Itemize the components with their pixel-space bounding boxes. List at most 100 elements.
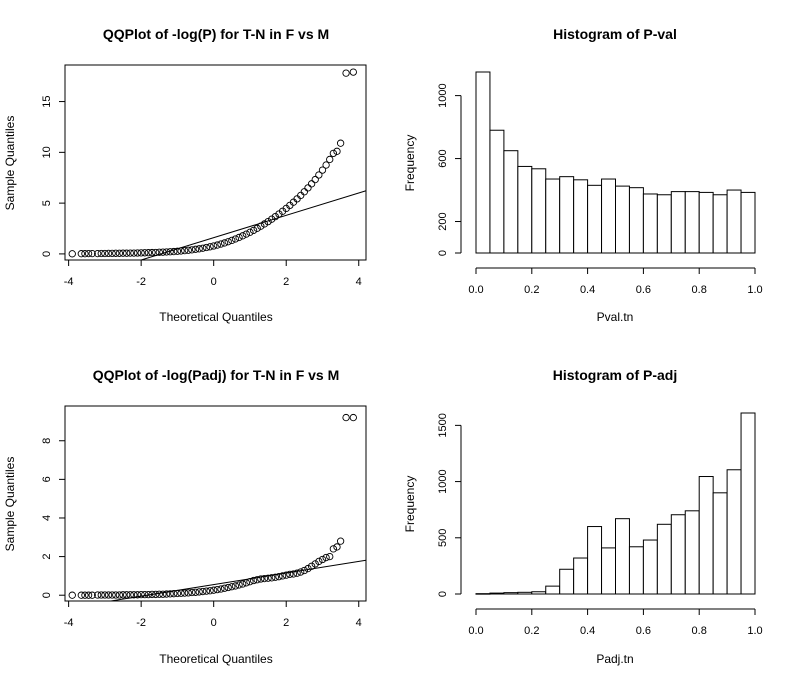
qq-point — [342, 69, 350, 77]
qq-point — [130, 249, 138, 257]
qq-point — [304, 184, 312, 192]
qq-point — [68, 250, 76, 258]
qq-point — [260, 220, 269, 228]
qq-point — [217, 585, 225, 593]
qq-point — [307, 562, 316, 570]
x-tick-label: 0.6 — [636, 284, 651, 296]
qq-point — [115, 591, 124, 599]
histogram-bar — [726, 189, 742, 254]
qq-point — [260, 574, 269, 583]
qqplot-padj-plot-box — [64, 405, 367, 602]
qq-point — [108, 249, 116, 258]
qq-point — [191, 588, 200, 596]
histogram-bar — [670, 514, 686, 595]
y-tick-label: 15 — [41, 95, 53, 107]
qq-point — [155, 248, 163, 256]
qq-point — [199, 587, 207, 596]
qq-point — [141, 249, 149, 257]
qqplot-padj-reference-line — [110, 559, 367, 602]
qq-point — [268, 215, 276, 223]
qq-point — [77, 591, 85, 599]
qq-point — [336, 537, 345, 545]
x-tick-label: 1.0 — [747, 284, 762, 296]
histogram-bar — [559, 568, 575, 595]
qq-point — [264, 217, 272, 226]
qq-point — [137, 249, 145, 257]
histogram-bar — [684, 510, 700, 595]
qq-point — [184, 589, 192, 597]
qq-point — [307, 180, 316, 188]
qq-point — [188, 246, 196, 254]
qqplot-padj-x-axis: -4 -2 0 2 4 — [64, 600, 362, 629]
qq-point — [268, 574, 276, 582]
qq-point — [253, 224, 261, 232]
y-tick-label: 1500 — [437, 413, 449, 437]
qq-point — [84, 249, 93, 258]
qq-point — [246, 578, 254, 586]
histogram-bar — [531, 591, 547, 595]
qq-point — [159, 248, 167, 256]
histogram-bar — [615, 518, 630, 595]
y-tick-label: 6 — [41, 476, 53, 482]
qq-point — [318, 166, 327, 174]
qq-point — [199, 244, 207, 252]
histogram-bar — [740, 412, 756, 595]
qqplot-padj-panel: QQPlot of -log(Padj) for T-N in F vs M 0… — [3, 367, 367, 666]
qqplot-padj-y-axis: 0 2 4 6 8 — [41, 438, 66, 598]
histogram-bar — [489, 129, 505, 254]
qq-point — [148, 590, 156, 599]
qq-point — [257, 575, 265, 583]
histogram-bar — [712, 194, 728, 254]
x-tick-label: -4 — [64, 617, 74, 629]
qq-point — [148, 248, 156, 257]
qq-point — [170, 247, 178, 256]
qq-point — [162, 590, 171, 598]
x-tick-label: -2 — [136, 276, 146, 288]
histogram-bar — [517, 165, 533, 254]
qq-point — [173, 247, 182, 255]
qqplot-pval-points — [68, 68, 357, 258]
x-tick-label: -4 — [64, 276, 74, 288]
qq-point — [349, 413, 357, 422]
qq-point — [108, 591, 116, 599]
qqplot-pval-plot-box — [64, 64, 367, 261]
y-tick-label: 0 — [41, 592, 53, 598]
histogram-padj-y-axis: 0 500 1000 1500 — [437, 413, 462, 597]
qq-point — [101, 249, 109, 258]
histogram-bar — [489, 592, 505, 595]
y-tick-label: 1000 — [437, 83, 449, 107]
histogram-bar — [684, 191, 700, 254]
y-tick-label: 4 — [41, 515, 53, 521]
histogram-pval-y-axis: 0 200 600 1000 — [437, 83, 462, 256]
qq-point — [278, 572, 287, 580]
qq-point — [84, 591, 93, 599]
qqplot-pval-title: QQPlot of -log(P) for T-N in F vs M — [103, 26, 329, 42]
qq-point — [293, 569, 301, 577]
qq-point — [123, 249, 131, 257]
qqplot-pval-panel: QQPlot of -log(P) for T-N in F vs M 0 5 10… — [3, 26, 367, 324]
qq-point — [224, 238, 232, 246]
y-tick-label: 2 — [41, 554, 53, 560]
histogram-bar — [628, 546, 644, 595]
qq-point — [220, 584, 229, 592]
histogram-pval-y-label: Frequency — [403, 135, 417, 192]
qqplot-padj-y-label: Sample Quantiles — [3, 457, 17, 552]
qq-point — [93, 591, 102, 599]
qq-point — [202, 243, 211, 252]
qq-point — [141, 590, 149, 599]
qq-point — [93, 249, 102, 258]
qq-point — [188, 588, 196, 597]
histogram-pval-x-label: Pval.tn — [597, 310, 634, 324]
qq-point — [173, 589, 182, 598]
qq-point — [195, 245, 203, 253]
qq-point — [239, 580, 247, 588]
qq-point — [123, 591, 131, 599]
y-tick-label: 8 — [41, 438, 53, 444]
qq-point — [181, 247, 189, 255]
histogram-bar — [475, 593, 491, 595]
qqplot-padj-title: QQPlot of -log(Padj) for T-N in F vs M — [93, 367, 340, 383]
qq-point — [336, 139, 345, 147]
histogram-bar — [503, 150, 519, 254]
histogram-bar — [656, 194, 672, 254]
